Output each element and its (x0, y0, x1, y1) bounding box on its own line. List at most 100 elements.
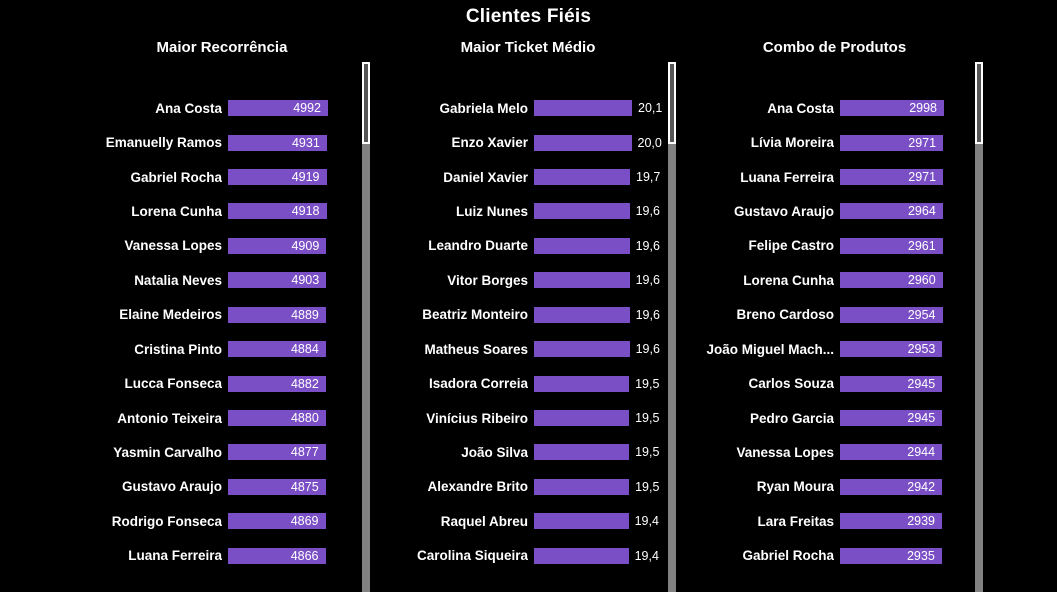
value-label: 4869 (290, 514, 319, 529)
vertical-scrollbar[interactable] (668, 62, 676, 592)
bar[interactable] (534, 100, 632, 117)
category-label: Gabriel Rocha (130, 169, 222, 185)
value-label: 19,6 (635, 238, 660, 253)
category-label: João Miguel Mach... (706, 341, 834, 357)
bar[interactable] (534, 169, 630, 186)
bar[interactable] (534, 203, 630, 220)
value-label: 2960 (907, 273, 936, 288)
bar[interactable]: 4882 (228, 375, 326, 392)
category-label: Lara Freitas (757, 513, 834, 529)
bar[interactable]: 4880 (228, 410, 326, 426)
bar-row: Ana Costa 2998 (684, 91, 985, 125)
value-label: 2954 (907, 307, 936, 322)
category-label: Gabriel Rocha (742, 548, 834, 564)
bar-area: 2935 (840, 547, 942, 564)
bar[interactable] (534, 272, 630, 289)
category-label: Alexandre Brito (427, 479, 528, 495)
bar[interactable]: 2954 (840, 306, 943, 323)
bar[interactable]: 4931 (228, 134, 327, 151)
bar[interactable] (534, 341, 630, 358)
bar-area: 4903 (228, 272, 327, 289)
category-label: Vinícius Ribeiro (426, 410, 528, 426)
bar-row: Carolina Siqueira 19,4 (378, 538, 678, 572)
value-label: 2944 (907, 445, 936, 460)
scrollbar-thumb[interactable] (975, 62, 983, 144)
category-label: Elaine Medeiros (119, 307, 222, 323)
value-label: 19,6 (635, 273, 660, 288)
bar-row: Breno Cardoso 2954 (684, 298, 985, 332)
bar-rows: Ana Costa 4992 Emanuelly Ramos 4931 Gabriel … (72, 91, 372, 573)
bar[interactable] (534, 134, 632, 151)
bar-area: 19,6 (534, 272, 660, 289)
category-label: João Silva (461, 444, 528, 460)
bar[interactable]: 4875 (228, 478, 326, 495)
bar-area: 2971 (840, 169, 944, 186)
bar[interactable] (534, 478, 630, 495)
bar[interactable]: 2942 (840, 478, 943, 495)
bar[interactable] (534, 375, 630, 392)
bar[interactable] (534, 306, 630, 323)
category-label: Breno Cardoso (736, 307, 834, 323)
bar[interactable]: 4918 (228, 203, 327, 220)
value-label: 4918 (291, 204, 320, 219)
bar-area: 20,0 (534, 134, 662, 151)
bar[interactable] (534, 237, 630, 254)
vertical-scrollbar[interactable] (362, 62, 370, 592)
bar[interactable]: 2960 (840, 272, 943, 289)
category-label: Gustavo Araujo (733, 203, 834, 219)
bar[interactable]: 2953 (840, 341, 943, 358)
bar-row: Gabriel Rocha 4919 (72, 160, 372, 194)
category-label: Ryan Moura (756, 479, 834, 495)
bar[interactable]: 4909 (228, 237, 327, 254)
bar[interactable]: 4919 (228, 169, 327, 186)
value-label: 2945 (907, 376, 936, 391)
bar[interactable]: 2998 (840, 100, 944, 117)
bar[interactable]: 4992 (228, 100, 328, 117)
category-label: Vanessa Lopes (736, 444, 834, 460)
category-label: Enzo Xavier (451, 135, 528, 151)
value-label: 19,5 (635, 376, 660, 391)
bar-row: Ryan Moura 2942 (684, 470, 985, 504)
category-label: Antonio Teixeira (117, 410, 222, 426)
bar[interactable] (534, 547, 629, 564)
bar[interactable]: 4884 (228, 341, 326, 358)
category-label: Rodrigo Fonseca (111, 513, 222, 529)
bar-row: Carlos Souza 2945 (684, 366, 985, 400)
value-label: 19,6 (635, 204, 660, 219)
value-label: 19,5 (635, 479, 660, 494)
bar[interactable]: 4903 (228, 272, 327, 289)
value-label: 4875 (290, 479, 319, 494)
bar[interactable]: 2945 (840, 410, 943, 426)
bar[interactable] (534, 513, 629, 530)
value-label: 19,5 (635, 445, 660, 460)
bar-row: Yasmin Carvalho 4877 (72, 435, 372, 469)
category-label: Raquel Abreu (440, 513, 528, 529)
value-label: 2953 (907, 342, 936, 357)
bar[interactable]: 4877 (228, 444, 326, 461)
bar[interactable]: 2961 (840, 237, 943, 254)
bar[interactable]: 2945 (840, 375, 943, 392)
bar[interactable]: 2944 (840, 444, 943, 461)
bar[interactable]: 2971 (840, 134, 944, 151)
bar[interactable]: 4869 (228, 513, 326, 530)
bar[interactable] (534, 444, 630, 461)
category-label: Leandro Duarte (428, 238, 528, 254)
bar[interactable]: 2939 (840, 513, 942, 530)
bar[interactable]: 4889 (228, 306, 326, 323)
bar[interactable]: 4866 (228, 547, 326, 564)
scrollbar-thumb[interactable] (668, 62, 676, 144)
bar[interactable]: 2964 (840, 203, 943, 220)
category-label: Carolina Siqueira (416, 548, 528, 564)
value-label: 2939 (907, 514, 935, 529)
category-label: Carlos Souza (748, 376, 834, 392)
chart-combo-de-produtos: Combo de Produtos Ana Costa 2998 Lívia Mor… (684, 0, 985, 592)
value-label: 4903 (291, 273, 320, 288)
vertical-scrollbar[interactable] (975, 62, 983, 592)
bar-area: 19,6 (534, 341, 660, 358)
bar[interactable]: 2971 (840, 169, 944, 186)
bar[interactable]: 2935 (840, 547, 942, 564)
bar[interactable] (534, 410, 630, 426)
category-label: Pedro Garcia (749, 410, 834, 426)
scrollbar-thumb[interactable] (362, 62, 370, 144)
category-label: Lívia Moreira (750, 135, 834, 151)
